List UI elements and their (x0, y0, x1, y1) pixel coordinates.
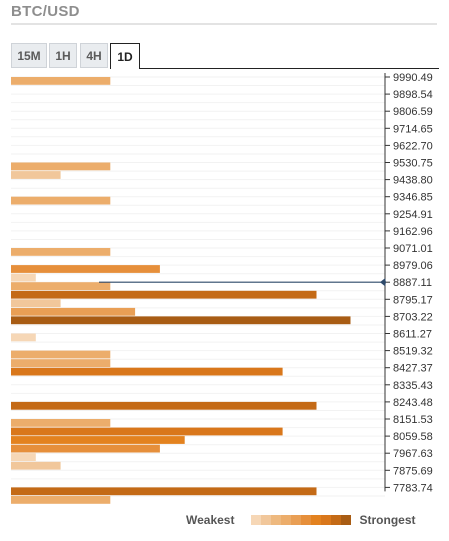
price-level-label: 9254.91 (393, 209, 433, 221)
price-level-label: 9346.85 (393, 192, 433, 204)
confluence-bar (11, 487, 317, 496)
confluence-bar (11, 196, 111, 205)
confluence-bar (11, 419, 111, 427)
price-level-label: 9162.96 (393, 226, 433, 238)
price-level-label: 8335.43 (393, 380, 433, 392)
price-level-label: 8151.53 (393, 414, 433, 426)
legend-swatch (331, 515, 342, 525)
tab-15m[interactable]: 15M (11, 43, 47, 68)
confluence-bar (11, 290, 317, 299)
price-level-label: 8611.27 (393, 329, 432, 341)
price-level-label: 9530.75 (393, 158, 433, 170)
confluence-bar (11, 367, 283, 376)
price-level-label: 9714.65 (393, 123, 433, 135)
tab-underline (139, 68, 439, 69)
price-level-label: 8243.48 (393, 397, 433, 409)
confluence-bar (11, 436, 185, 444)
price-level-label: 8519.32 (393, 346, 433, 358)
legend-swatch (251, 515, 262, 525)
price-level-label: 8427.37 (393, 363, 433, 375)
price-level-label: 9990.49 (393, 72, 433, 84)
timeframe-tabs: 15M 1H 4H 1D (11, 43, 439, 69)
confluence-bar (11, 401, 317, 410)
title-divider (11, 23, 437, 25)
confluence-bar (11, 273, 36, 282)
legend-swatch (311, 515, 322, 525)
confluence-bar (11, 171, 61, 179)
legend-swatch (341, 515, 352, 525)
price-level-label: 7967.63 (393, 448, 433, 460)
price-level-label: 7875.69 (393, 465, 433, 477)
confluence-bar (11, 350, 111, 359)
confluence-bar (11, 461, 61, 470)
confluence-bar (11, 444, 160, 453)
strength-legend: Weakest Strongest (186, 512, 416, 528)
price-level-label: 9806.59 (393, 106, 433, 118)
legend-swatch (301, 515, 312, 525)
confluence-bar (11, 299, 61, 308)
confluence-bar (11, 427, 283, 436)
legend-swatch (281, 515, 292, 525)
legend-weakest-label: Weakest (186, 513, 235, 527)
page-title: BTC/USD (11, 3, 80, 20)
confluence-bar (11, 162, 111, 171)
legend-swatch (261, 515, 272, 525)
price-level-label: 8703.22 (393, 311, 433, 323)
price-level-label: 9071.01 (393, 243, 433, 255)
confluence-bar (11, 496, 111, 504)
confluence-bar (11, 77, 111, 85)
confluence-bar (11, 248, 111, 256)
price-level-label: 8887.11 (393, 277, 432, 289)
legend-swatch (291, 515, 302, 525)
legend-swatch (271, 515, 282, 525)
confluence-bar (11, 265, 160, 273)
price-level-label: 9438.80 (393, 175, 433, 187)
price-level-label: 8059.58 (393, 431, 433, 443)
confluence-bar (11, 316, 351, 325)
price-level-label: 8795.17 (393, 294, 433, 306)
price-level-label: 9622.70 (393, 140, 433, 152)
legend-color-scale (251, 515, 352, 525)
current-price-marker-icon (380, 278, 386, 287)
confluence-bar (11, 307, 136, 316)
legend-strongest-label: Strongest (359, 513, 416, 527)
confluence-bar (11, 359, 111, 367)
tab-1h[interactable]: 1H (49, 43, 77, 68)
price-level-label: 9898.54 (393, 89, 433, 101)
confluence-bar (11, 333, 36, 342)
legend-swatch (321, 515, 332, 525)
tab-4h[interactable]: 4H (80, 43, 108, 68)
confluence-bar (11, 282, 111, 290)
confluence-bar (11, 453, 36, 461)
price-level-label: 7783.74 (393, 482, 433, 494)
tab-1d[interactable]: 1D (110, 43, 140, 69)
price-level-label: 8979.06 (393, 260, 433, 272)
